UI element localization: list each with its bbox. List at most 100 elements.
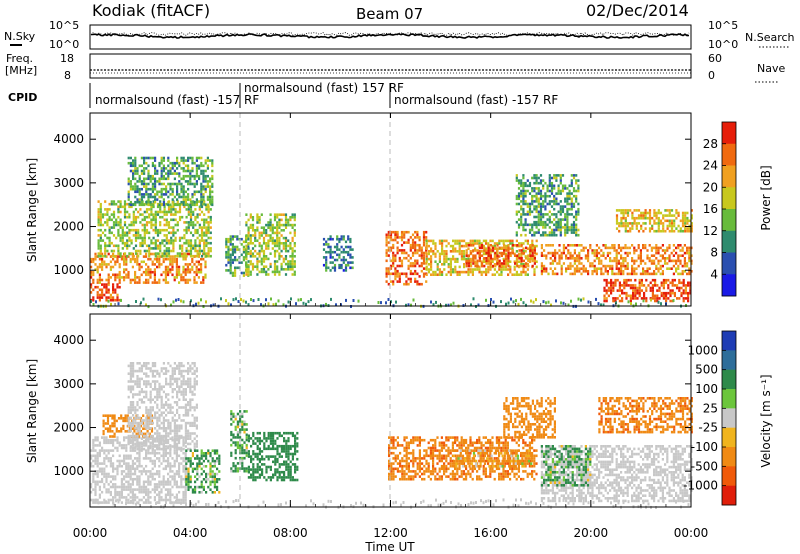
velocity-colorbar: 1000 500 100 25 -25 -100 -500 -1000 (683, 330, 737, 506)
velocity-colorbar-swatch (722, 350, 736, 370)
power-region (615, 209, 693, 233)
power-colorbar-tick: 20 (703, 180, 718, 194)
velocity-region (230, 410, 248, 473)
noise-search-series (90, 31, 690, 37)
power-region (603, 278, 692, 303)
power-colorbar-tick: 24 (703, 159, 718, 173)
power-region (90, 283, 121, 302)
power-colorbar-label: Power [dB] (759, 165, 773, 230)
velocity-ylabel: Slant Range [km] (25, 359, 39, 463)
power-colorbar-tick: 16 (703, 202, 718, 216)
power-region (385, 230, 428, 286)
velocity-colorbar-tick: -100 (691, 440, 718, 454)
y-tick-label: 2000 (53, 421, 84, 435)
velocity-colorbar-swatch (722, 389, 736, 409)
noise-right-tick-bottom: 10^0 (708, 38, 738, 51)
velocity-colorbar-swatch (722, 369, 736, 390)
station-title: Kodiak (fitACF) (92, 1, 210, 20)
power-colorbar-swatch (722, 274, 736, 297)
velocity-colorbar-tick: 1000 (687, 343, 718, 357)
velocity-colorbar-tick: 100 (695, 382, 718, 396)
cpid-segment: normalsound (fast) -157 RF (95, 93, 259, 107)
y-tick-label: 3000 (53, 176, 84, 190)
velocity-region (598, 397, 693, 434)
y-tick-label: 4000 (53, 132, 84, 146)
velocity-region (127, 362, 198, 451)
velocity-region (247, 431, 299, 482)
velocity-region (453, 449, 533, 468)
x-tick-label: 04:00 (173, 526, 208, 540)
power-y-axis: 1000 2000 3000 4000 (53, 132, 691, 277)
velocity-colorbar-swatch (722, 408, 736, 428)
power-region (97, 200, 212, 258)
power-panel: 1000 2000 3000 4000 Slant Range [km] 4 8 12 16… (25, 112, 773, 309)
power-ylabel: Slant Range [km] (25, 158, 39, 262)
velocity-region (503, 397, 556, 439)
velocity-region (540, 445, 693, 503)
noise-left-tick-top: 10^5 (49, 19, 79, 32)
velocity-colorbar-tick: -1000 (683, 479, 718, 493)
noise-sky-label: N.Sky (4, 30, 36, 43)
velocity-colorbar-swatch (722, 466, 736, 486)
velocity-colorbar-tick: -500 (691, 459, 718, 473)
x-tick-label: 12:00 (373, 526, 408, 540)
y-tick-label: 2000 (53, 220, 84, 234)
power-colorbar-swatch (722, 143, 736, 166)
power-region (515, 174, 580, 237)
nave-label: Nave (757, 62, 785, 75)
power-colorbar-swatch (722, 187, 736, 210)
x-tick-label: 20:00 (574, 526, 609, 540)
velocity-colorbar-swatch (722, 427, 736, 448)
power-colorbar-swatch (722, 252, 736, 275)
velocity-colorbar-swatch (722, 447, 736, 467)
power-colorbar-tick: 12 (703, 224, 718, 238)
cpid-segment: normalsound (fast) -157 RF (394, 93, 558, 107)
velocity-region (540, 445, 592, 487)
freq-label-1: Freq. (6, 52, 33, 65)
power-colorbar-tick: 8 (710, 246, 718, 260)
velocity-colorbar-tick: 500 (695, 363, 718, 377)
power-colorbar-swatch (722, 122, 736, 145)
velocity-colorbar-tick: 25 (703, 401, 718, 415)
y-tick-label: 4000 (53, 333, 84, 347)
power-region (245, 213, 296, 276)
power-region (540, 244, 693, 276)
beam-title: Beam 07 (356, 5, 423, 23)
velocity-colorbar-label: Velocity [m s⁻¹] (759, 374, 773, 467)
cpid-row: CPID normalsound (fast) -157 RF normalso… (8, 81, 558, 108)
power-colorbar-tick: 28 (703, 137, 718, 151)
power-region (465, 244, 536, 268)
nave-tick-top: 60 (708, 52, 722, 65)
power-region (127, 156, 214, 207)
cpid-segment: normalsound (fast) 157 RF (244, 81, 404, 95)
noise-left-tick-bottom: 10^0 (49, 38, 79, 51)
x-tick-label: 08:00 (273, 526, 308, 540)
noise-search-label: N.Search (745, 31, 795, 44)
velocity-data (90, 362, 693, 509)
power-colorbar: 4 8 12 16 20 24 28 (703, 121, 737, 297)
time-x-axis: 00:00 04:00 08:00 12:00 16:00 20:00 00:00 (73, 113, 709, 540)
velocity-colorbar-tick: -25 (698, 421, 718, 435)
noise-sky-series (91, 33, 690, 39)
freq-panel: Freq. [MHz] 18 8 60 0 Nave (5, 52, 785, 83)
time-xlabel: Time UT (364, 540, 415, 554)
cpid-label: CPID (8, 91, 37, 104)
freq-tick-bottom: 8 (64, 69, 71, 82)
noise-right-tick-top: 10^5 (708, 19, 738, 32)
x-tick-label: 00:00 (674, 526, 709, 540)
velocity-y-axis: 1000 2000 3000 4000 (53, 333, 691, 478)
y-tick-label: 3000 (53, 377, 84, 391)
y-tick-label: 1000 (53, 263, 84, 277)
power-region (322, 235, 354, 272)
date-title: 02/Dec/2014 (586, 1, 689, 20)
velocity-region (185, 449, 221, 494)
velocity-region (90, 436, 187, 504)
velocity-region (388, 436, 538, 481)
power-colorbar-swatch (722, 165, 736, 188)
velocity-colorbar-swatch (722, 485, 736, 506)
noise-panel: N.Sky 10^5 10^0 10^5 10^0 N.Search (4, 19, 795, 51)
x-tick-label: 00:00 (73, 526, 108, 540)
x-tick-label: 16:00 (473, 526, 508, 540)
freq-label-2: [MHz] (5, 64, 37, 77)
